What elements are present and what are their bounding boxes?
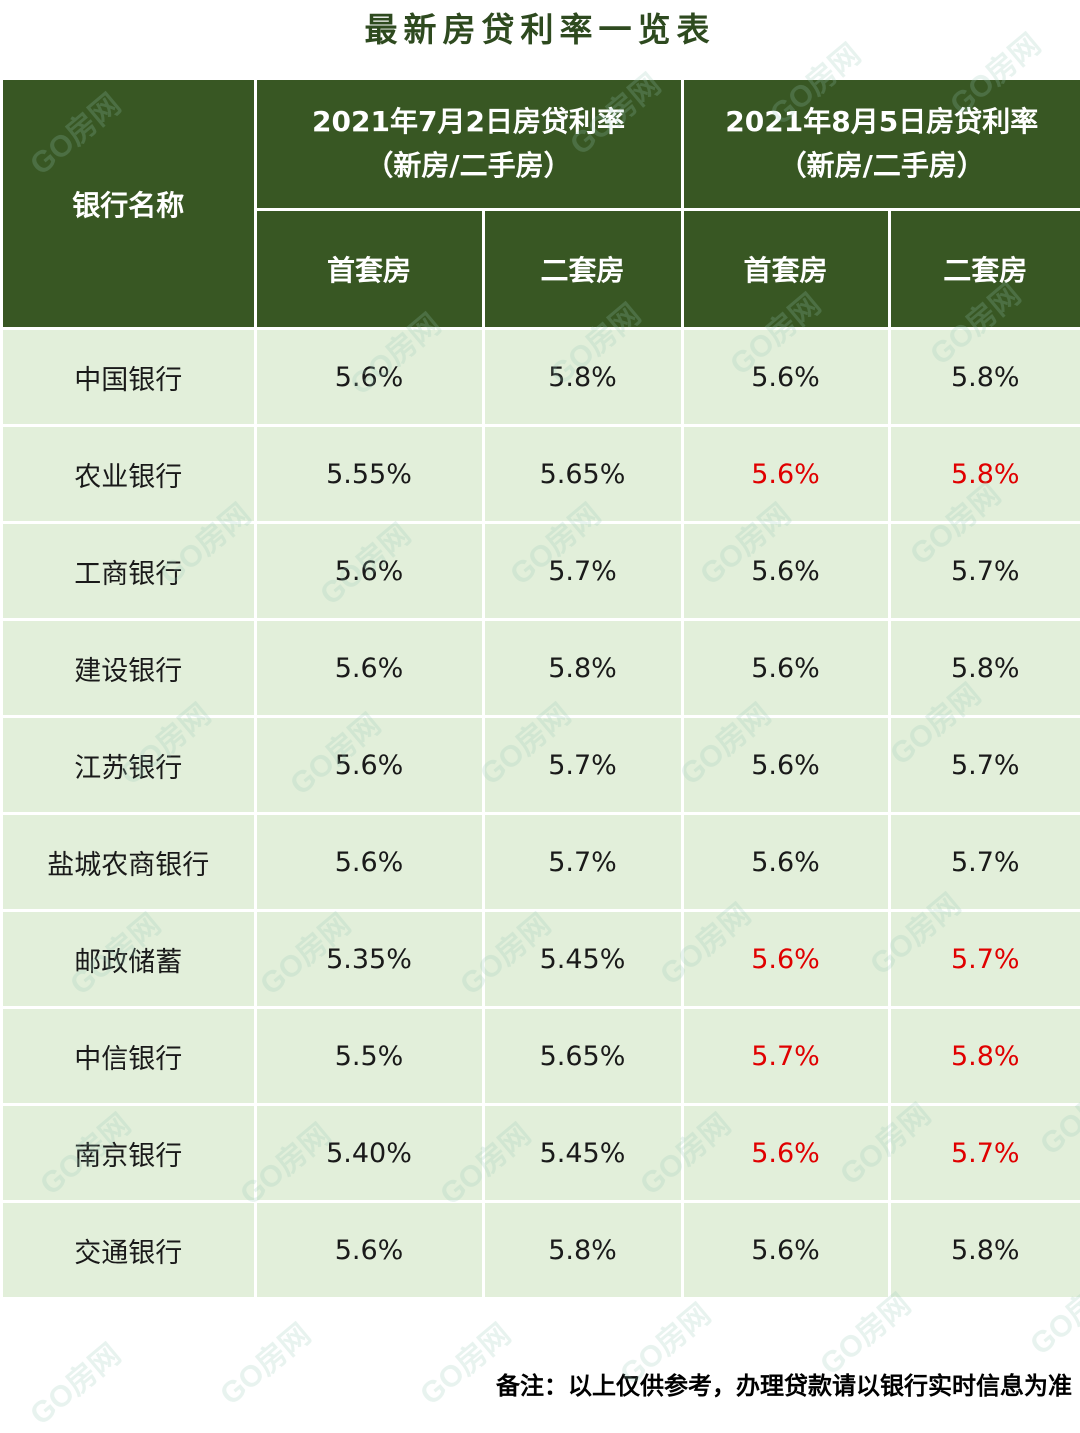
august-second-home-rate-cell: 5.8% xyxy=(889,426,1080,523)
july-first-home-rate-cell: 5.5% xyxy=(255,1008,483,1105)
bank-name-cell: 中国银行 xyxy=(3,329,255,426)
page-title: 最新房贷利率一览表 xyxy=(0,6,1080,54)
bank-name-cell: 盐城农商银行 xyxy=(3,814,255,911)
group-header-july-note: （新房/二手房） xyxy=(257,144,681,188)
july-first-home-rate-cell: 5.6% xyxy=(255,523,483,620)
august-first-home-rate-cell: 5.6% xyxy=(682,814,889,911)
august-first-home-rate-cell: 5.6% xyxy=(682,1105,889,1202)
august-first-home-rate-cell: 5.6% xyxy=(682,426,889,523)
july-second-home-rate-cell: 5.8% xyxy=(483,329,682,426)
group-header-august: 2021年8月5日房贷利率 （新房/二手房） xyxy=(682,80,1080,210)
group-header-august-note: （新房/二手房） xyxy=(684,144,1080,188)
july-first-home-rate-cell: 5.6% xyxy=(255,329,483,426)
july-first-home-rate-cell: 5.55% xyxy=(255,426,483,523)
bank-name-cell: 南京银行 xyxy=(3,1105,255,1202)
bank-name-header: 银行名称 xyxy=(3,80,255,329)
table-header: 银行名称 2021年7月2日房贷利率 （新房/二手房） 2021年8月5日房贷利… xyxy=(3,80,1080,329)
sub-header-july-second: 二套房 xyxy=(483,210,682,329)
july-second-home-rate-cell: 5.65% xyxy=(483,1008,682,1105)
july-first-home-rate-cell: 5.35% xyxy=(255,911,483,1008)
august-second-home-rate-cell: 5.8% xyxy=(889,1202,1080,1299)
august-first-home-rate-cell: 5.6% xyxy=(682,329,889,426)
july-second-home-rate-cell: 5.7% xyxy=(483,717,682,814)
group-header-july-date: 2021年7月2日房贷利率 xyxy=(257,100,681,144)
august-first-home-rate-cell: 5.6% xyxy=(682,620,889,717)
watermark-text: GO房网 xyxy=(208,1311,318,1413)
august-second-home-rate-cell: 5.7% xyxy=(889,911,1080,1008)
july-second-home-rate-cell: 5.45% xyxy=(483,1105,682,1202)
bank-name-cell: 建设银行 xyxy=(3,620,255,717)
july-first-home-rate-cell: 5.6% xyxy=(255,814,483,911)
sub-header-august-second: 二套房 xyxy=(889,210,1080,329)
july-first-home-rate-cell: 5.6% xyxy=(255,620,483,717)
sub-header-august-first: 首套房 xyxy=(682,210,889,329)
bank-name-cell: 农业银行 xyxy=(3,426,255,523)
august-first-home-rate-cell: 5.6% xyxy=(682,911,889,1008)
group-header-august-date: 2021年8月5日房贷利率 xyxy=(684,100,1080,144)
rate-table: 银行名称 2021年7月2日房贷利率 （新房/二手房） 2021年8月5日房贷利… xyxy=(3,80,1080,1300)
july-first-home-rate-cell: 5.6% xyxy=(255,1202,483,1299)
bank-name-cell: 邮政储蓄 xyxy=(3,911,255,1008)
bank-name-cell: 工商银行 xyxy=(3,523,255,620)
july-second-home-rate-cell: 5.7% xyxy=(483,523,682,620)
august-second-home-rate-cell: 5.8% xyxy=(889,1008,1080,1105)
august-second-home-rate-cell: 5.7% xyxy=(889,1105,1080,1202)
august-first-home-rate-cell: 5.6% xyxy=(682,717,889,814)
august-second-home-rate-cell: 5.7% xyxy=(889,523,1080,620)
july-second-home-rate-cell: 5.8% xyxy=(483,620,682,717)
july-second-home-rate-cell: 5.7% xyxy=(483,814,682,911)
bank-name-cell: 交通银行 xyxy=(3,1202,255,1299)
july-first-home-rate-cell: 5.40% xyxy=(255,1105,483,1202)
july-second-home-rate-cell: 5.65% xyxy=(483,426,682,523)
august-second-home-rate-cell: 5.8% xyxy=(889,620,1080,717)
header-row-groups: 银行名称 2021年7月2日房贷利率 （新房/二手房） 2021年8月5日房贷利… xyxy=(3,80,1080,210)
watermark-text: GO房网 xyxy=(18,1331,128,1433)
august-first-home-rate-cell: 5.6% xyxy=(682,523,889,620)
bank-name-cell: 中信银行 xyxy=(3,1008,255,1105)
group-header-july: 2021年7月2日房贷利率 （新房/二手房） xyxy=(255,80,682,210)
august-second-home-rate-cell: 5.7% xyxy=(889,814,1080,911)
july-first-home-rate-cell: 5.6% xyxy=(255,717,483,814)
august-first-home-rate-cell: 5.7% xyxy=(682,1008,889,1105)
august-first-home-rate-cell: 5.6% xyxy=(682,1202,889,1299)
bank-name-cell: 江苏银行 xyxy=(3,717,255,814)
august-second-home-rate-cell: 5.8% xyxy=(889,329,1080,426)
footnote: 备注：以上仅供参考，办理贷款请以银行实时信息为准 xyxy=(496,1364,1072,1408)
sub-header-july-first: 首套房 xyxy=(255,210,483,329)
july-second-home-rate-cell: 5.45% xyxy=(483,911,682,1008)
july-second-home-rate-cell: 5.8% xyxy=(483,1202,682,1299)
august-second-home-rate-cell: 5.7% xyxy=(889,717,1080,814)
